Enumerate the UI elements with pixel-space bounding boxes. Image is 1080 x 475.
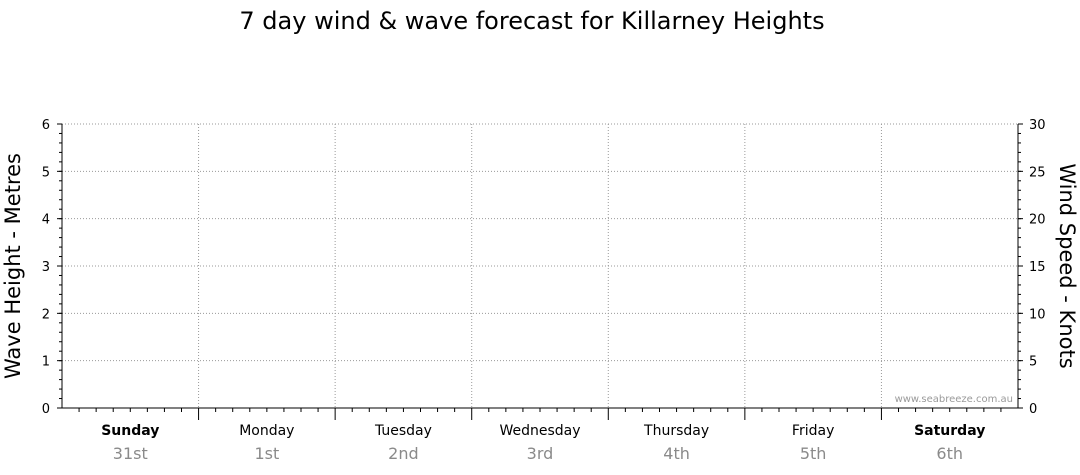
left-tick-label: 4	[42, 213, 50, 228]
right-tick-label: 10	[1029, 307, 1046, 322]
day-name: Friday	[792, 423, 834, 439]
day-date: 6th	[936, 444, 963, 463]
day-date: 31st	[113, 444, 148, 463]
left-tick-label: 2	[42, 307, 50, 322]
right-tick-label: 15	[1029, 260, 1046, 275]
day-date: 1st	[254, 444, 279, 463]
day-name: Thursday	[643, 423, 709, 439]
day-date: 2nd	[388, 444, 418, 463]
right-tick-label: 30	[1029, 118, 1046, 133]
left-tick-label: 5	[42, 165, 50, 180]
left-tick-label: 6	[42, 118, 50, 133]
day-name: Saturday	[914, 423, 985, 439]
right-tick-label: 25	[1029, 165, 1046, 180]
chart-title: 7 day wind & wave forecast for Killarney…	[239, 7, 824, 35]
left-tick-label: 1	[42, 355, 50, 370]
day-name: Sunday	[101, 423, 159, 439]
day-name: Wednesday	[499, 423, 580, 439]
left-tick-label: 3	[42, 260, 50, 275]
grid	[62, 123, 1018, 408]
right-tick-label: 0	[1029, 402, 1037, 417]
day-date: 3rd	[527, 444, 554, 463]
left-tick-label: 0	[42, 402, 50, 417]
right-tick-label: 20	[1029, 213, 1046, 228]
left-tick-labels: 0 1 2 3 4 5 6	[42, 118, 50, 417]
right-tick-labels: 0 5 10 15 20 25 30	[1029, 118, 1046, 417]
watermark: www.seabreeze.com.au	[895, 394, 1013, 405]
right-tick-label: 5	[1029, 355, 1037, 370]
day-date: 4th	[663, 444, 690, 463]
day-labels: Sunday 31st Monday 1st Tuesday 2nd Wednesday 3r…	[101, 423, 985, 463]
right-axis-label: Wind Speed - Knots	[1055, 163, 1079, 368]
day-name: Tuesday	[374, 423, 432, 439]
day-date: 5th	[800, 444, 827, 463]
day-name: Monday	[239, 423, 294, 439]
left-axis-label: Wave Height - Metres	[1, 153, 25, 379]
axes	[57, 123, 1023, 420]
